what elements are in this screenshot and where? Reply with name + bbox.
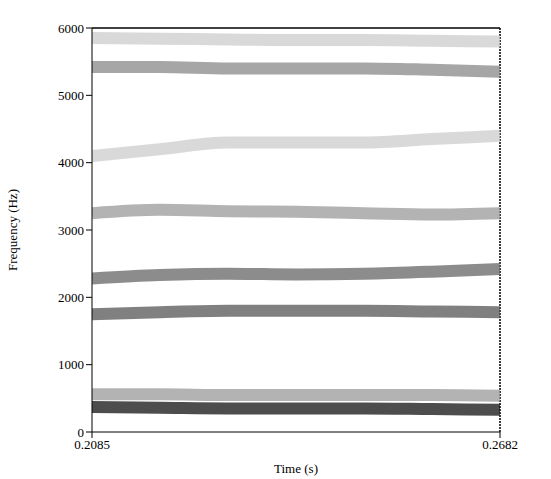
- svg-text:Frequency (Hz): Frequency (Hz): [5, 189, 20, 271]
- svg-text:0.2682: 0.2682: [482, 437, 518, 452]
- svg-text:6000: 6000: [58, 21, 84, 36]
- svg-text:5000: 5000: [58, 88, 84, 103]
- svg-text:3000: 3000: [58, 223, 84, 238]
- svg-text:4000: 4000: [58, 155, 84, 170]
- svg-text:0: 0: [78, 425, 85, 440]
- svg-text:0.2085: 0.2085: [74, 437, 110, 453]
- svg-text:1000: 1000: [58, 357, 84, 372]
- svg-text:2000: 2000: [58, 290, 84, 305]
- svg-text:Time (s): Time (s): [274, 461, 318, 476]
